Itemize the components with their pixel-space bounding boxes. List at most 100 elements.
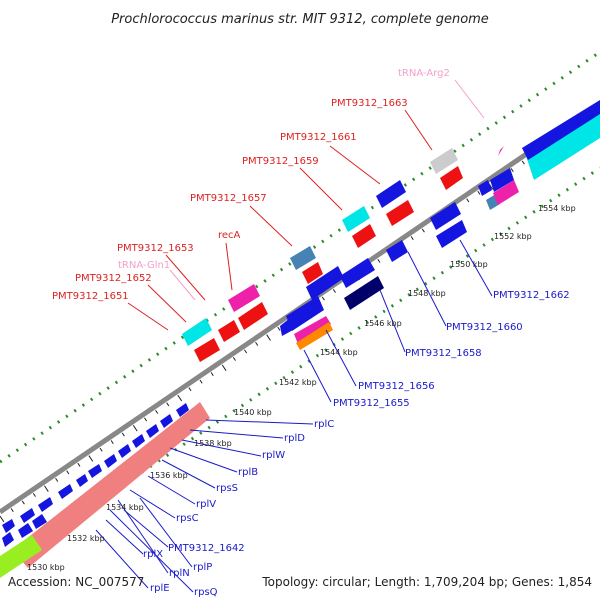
gene-label-rplc: rplC <box>314 419 334 430</box>
gene-label-trna-arg2: tRNA-Arg2 <box>398 68 450 79</box>
gene-label-rpss: rpsS <box>216 483 238 494</box>
tick-label: 1548 kbp <box>408 289 446 298</box>
gene-label-rpsq: rpsQ <box>194 587 218 598</box>
minor-tick <box>99 447 103 452</box>
gene-label-rplp: rplP <box>193 562 212 573</box>
label-callout <box>123 509 169 548</box>
gene-label-pmt9312-1659: PMT9312_1659 <box>242 156 319 167</box>
dotted-track-lower <box>99 166 600 502</box>
tick-label: 1544 kbp <box>320 348 358 357</box>
tick-label: 1540 kbp <box>234 408 272 417</box>
gene-magenta-reca <box>228 284 260 312</box>
label-callout <box>249 205 293 247</box>
label-callout <box>404 109 433 151</box>
gene-label-pmt9312-1653: PMT9312_1653 <box>117 243 194 254</box>
minor-tick <box>166 402 170 407</box>
major-tick <box>221 364 227 371</box>
gene-cyan-1659 <box>342 206 370 232</box>
tick-label: 1530 kbp <box>27 563 65 572</box>
top-gene-labels: PMT9312_1663 PMT9312_1661 PMT9312_1659 P… <box>52 68 450 302</box>
gene-label-rplx: rplX <box>143 549 163 560</box>
tick-label: 1542 kbp <box>279 378 317 387</box>
gene-label-pmt9312-1656: PMT9312_1656 <box>358 381 435 392</box>
gene-red-1652 <box>194 338 220 362</box>
gene-label-rplb: rplB <box>238 467 258 478</box>
label-callout <box>299 167 343 211</box>
gene-red-1653 <box>218 320 240 342</box>
gene-magenta-1662 <box>493 180 519 205</box>
gene-orange-1655 <box>296 322 333 350</box>
gene-blue-1660b <box>430 202 461 230</box>
gene-label-pmt9312-1657: PMT9312_1657 <box>190 193 267 204</box>
label-callout <box>205 419 314 425</box>
label-callout <box>169 269 196 301</box>
label-callout <box>379 289 406 353</box>
gene-trna-arg2-mark <box>498 146 504 156</box>
major-tick <box>266 334 271 341</box>
label-callout <box>95 529 149 589</box>
label-callout <box>147 284 187 323</box>
label-callout <box>181 439 262 457</box>
gene-blue-1664b <box>490 168 514 192</box>
minor-tick <box>55 477 59 482</box>
label-callout <box>454 79 485 119</box>
tick-label: 1554 kbp <box>538 204 576 213</box>
gene-label-trna-gln1: tRNA-Gln1 <box>118 260 170 271</box>
minor-tick <box>77 462 81 467</box>
minor-tick <box>210 372 214 377</box>
minor-tick <box>466 198 470 203</box>
label-callout <box>147 475 196 505</box>
gene-gray-1663 <box>430 148 458 174</box>
minor-tick <box>232 357 236 361</box>
gene-label-rplw: rplW <box>262 450 285 461</box>
major-tick <box>88 455 94 462</box>
gene-red-1659 <box>352 224 376 248</box>
gene-label-pmt9312-1651: PMT9312_1651 <box>52 291 129 302</box>
minor-tick <box>377 258 381 263</box>
gene-steel-1657 <box>290 246 316 270</box>
gene-lime-block <box>0 535 42 578</box>
bottom-gene-labels: PMT9312_1662 PMT9312_1660 PMT9312_1658 P… <box>143 290 570 598</box>
label-callout <box>109 509 194 593</box>
gene-label-pmt9312-1663: PMT9312_1663 <box>331 98 408 109</box>
label-callout <box>161 459 216 489</box>
gene-blue-cluster <box>2 403 189 547</box>
minor-tick <box>121 432 125 437</box>
gene-salmon-band <box>12 402 210 568</box>
label-callout <box>129 489 176 519</box>
minor-tick <box>144 417 148 422</box>
gene-blue-right <box>522 100 600 160</box>
tick-label: 1550 kbp <box>450 260 488 269</box>
label-callout <box>169 447 238 473</box>
minor-tick <box>21 500 25 505</box>
label-callout <box>325 329 357 387</box>
gene-label-reca: recA <box>218 230 241 241</box>
gene-label-rpsc: rpsC <box>176 513 199 524</box>
gene-label-rple: rplE <box>150 583 170 594</box>
gene-blue-1661 <box>376 180 406 208</box>
label-callout <box>189 429 284 439</box>
minor-tick <box>510 168 514 173</box>
gene-blue-1660a <box>386 240 408 262</box>
gene-red-1663 <box>440 166 463 190</box>
gene-label-rpln: rplN <box>169 568 190 579</box>
label-callout <box>407 251 447 327</box>
gene-magenta-1655 <box>294 316 331 344</box>
map-title: Prochlorococcus marinus str. MIT 9312, c… <box>111 12 489 27</box>
gene-label-pmt9312-1661: PMT9312_1661 <box>280 132 357 143</box>
label-callout <box>165 254 206 301</box>
minor-tick <box>10 508 14 513</box>
tick-label: 1538 kbp <box>194 439 232 448</box>
minor-tick <box>255 341 259 346</box>
label-callout <box>329 145 381 185</box>
dotted-track-upper <box>0 50 600 464</box>
gene-label-pmt9312-1662: PMT9312_1662 <box>493 290 570 301</box>
gene-label-pmt9312-1652: PMT9312_1652 <box>75 273 152 284</box>
gene-cyan-right <box>526 110 600 180</box>
gene-navy-1658 <box>344 276 384 310</box>
minor-tick <box>332 289 336 293</box>
map-body <box>0 50 600 593</box>
label-callout <box>117 499 169 574</box>
gene-blue-1664a <box>478 180 492 196</box>
